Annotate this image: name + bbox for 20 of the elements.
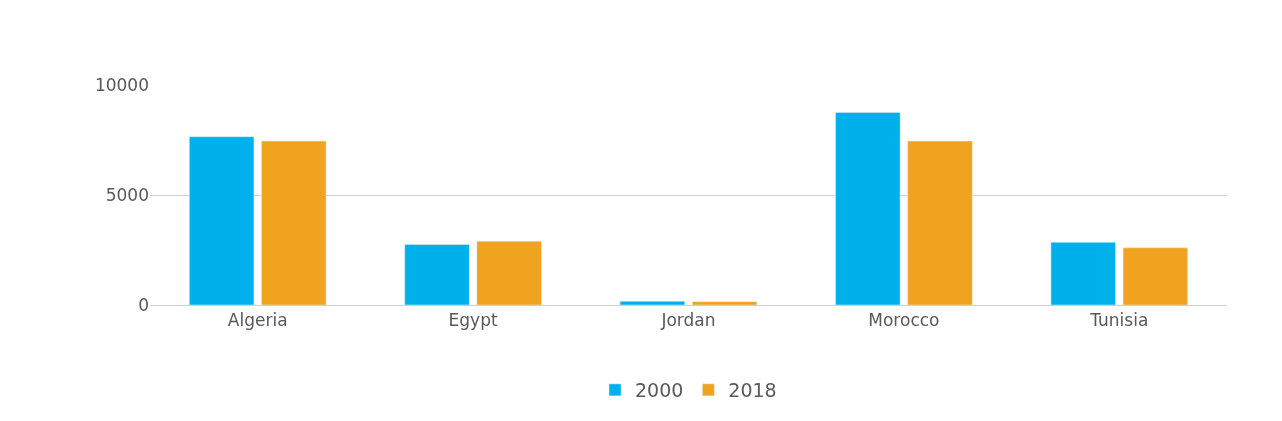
bar [692,301,758,305]
bar [476,240,542,305]
y-tick-label: 10000 [94,74,149,95]
bar [835,112,901,305]
y-tick-label: 5000 [105,184,149,205]
y-tick-label: 0 [138,294,149,315]
x-tick-label: Tunisia [1089,310,1149,331]
x-tick-label: Algeria [227,310,288,331]
x-tick-label: Morocco [868,310,940,331]
legend-label: 2000 [635,379,684,402]
bar [619,301,685,305]
bar [907,140,973,305]
bar [1050,242,1116,305]
x-tick-label: Egypt [448,310,498,331]
legend-label: 2018 [728,379,777,402]
bar [261,140,327,305]
x-tick-label: Jordan [660,310,716,331]
bar [404,244,470,305]
bar [1122,247,1188,305]
bar [189,136,255,305]
